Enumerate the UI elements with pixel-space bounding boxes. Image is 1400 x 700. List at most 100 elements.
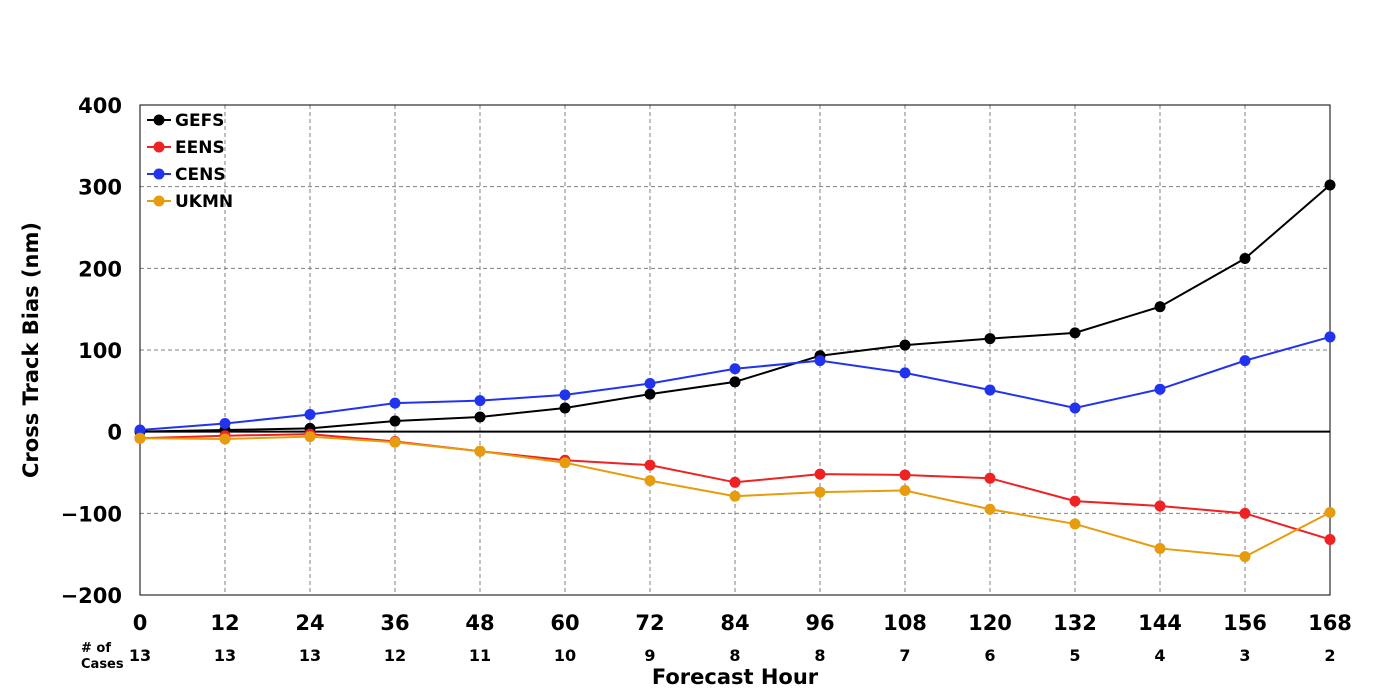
data-point-gefs xyxy=(1324,179,1336,191)
data-point-ukmn xyxy=(1069,518,1081,530)
data-point-cens xyxy=(389,397,401,409)
data-point-eens xyxy=(1154,500,1166,512)
y-tick-label: −100 xyxy=(61,502,122,526)
case-count-label: 12 xyxy=(384,646,406,665)
legend-label: GEFS xyxy=(175,111,224,131)
x-tick-label: 120 xyxy=(968,611,1012,635)
y-tick-label: 400 xyxy=(78,94,122,118)
data-point-eens xyxy=(814,468,826,480)
x-tick-label: 24 xyxy=(295,611,324,635)
data-point-ukmn xyxy=(389,436,401,448)
data-point-ukmn xyxy=(899,484,911,496)
plot-frame xyxy=(139,104,1331,596)
legend-item-ukmn: UKMN xyxy=(147,192,233,212)
data-point-cens xyxy=(1069,402,1081,414)
data-point-cens xyxy=(814,355,826,367)
legend-item-gefs: GEFS xyxy=(147,111,224,131)
legend-swatch-marker xyxy=(153,195,165,207)
data-point-eens xyxy=(984,472,996,484)
legend-label: CENS xyxy=(175,165,226,185)
data-point-cens xyxy=(219,418,231,429)
y-tick-label: 100 xyxy=(78,339,122,363)
data-point-ukmn xyxy=(984,503,996,515)
case-count-label: 8 xyxy=(729,646,740,665)
case-count-label: 5 xyxy=(1069,646,1080,665)
data-point-cens xyxy=(559,389,571,401)
data-point-gefs xyxy=(899,339,911,351)
data-point-gefs xyxy=(984,333,996,345)
data-point-cens xyxy=(474,395,486,407)
x-tick-label: 144 xyxy=(1138,611,1182,635)
y-axis-ticks: −200 −100 0 100 200 300 400 xyxy=(61,94,122,608)
data-point-cens xyxy=(984,384,996,396)
x-tick-label: 72 xyxy=(635,611,664,635)
data-point-eens xyxy=(899,469,911,481)
data-point-cens xyxy=(644,377,656,389)
x-tick-label: 132 xyxy=(1053,611,1097,635)
data-point-cens xyxy=(729,363,741,375)
data-point-cens xyxy=(1324,331,1336,343)
case-count-label: 10 xyxy=(554,646,576,665)
legend-label: EENS xyxy=(175,138,225,158)
case-count-label: 7 xyxy=(899,646,910,665)
x-tick-label: 48 xyxy=(465,611,494,635)
x-tick-label: 108 xyxy=(883,611,927,635)
x-tick-label: 156 xyxy=(1223,611,1267,635)
data-point-cens xyxy=(304,409,316,421)
data-point-ukmn xyxy=(1154,542,1166,554)
x-tick-label: 36 xyxy=(380,611,409,635)
data-point-cens xyxy=(1154,383,1166,395)
data-point-gefs xyxy=(644,388,656,400)
y-tick-label: 200 xyxy=(78,257,122,281)
case-count-label: 13 xyxy=(129,646,151,665)
x-tick-label: 0 xyxy=(133,611,148,635)
data-point-eens xyxy=(644,459,656,471)
case-count-label: 13 xyxy=(214,646,236,665)
data-point-gefs xyxy=(1069,327,1081,339)
data-point-gefs xyxy=(474,411,486,423)
case-count-label: 11 xyxy=(469,646,491,665)
data-point-ukmn xyxy=(644,475,656,487)
x-tick-label: 96 xyxy=(805,611,834,635)
data-point-cens xyxy=(134,424,146,436)
case-count-label: 8 xyxy=(814,646,825,665)
data-point-ukmn xyxy=(134,432,146,444)
data-point-ukmn xyxy=(474,445,486,457)
y-tick-label: 0 xyxy=(107,421,122,445)
data-point-gefs xyxy=(729,376,741,388)
data-point-ukmn xyxy=(729,490,741,502)
data-point-gefs xyxy=(559,402,571,414)
case-count-label: 9 xyxy=(644,646,655,665)
x-axis-title: Forecast Hour xyxy=(652,665,819,689)
data-point-ukmn xyxy=(219,433,231,445)
y-tick-label: −200 xyxy=(61,584,122,608)
legend: GEFS EENS CENS UKMN xyxy=(147,111,233,212)
data-point-gefs xyxy=(389,415,401,427)
legend-swatch-marker xyxy=(153,141,165,153)
data-point-ukmn xyxy=(304,431,316,443)
series-cens xyxy=(134,331,1336,436)
legend-swatch-marker xyxy=(153,114,165,126)
case-count-label: 13 xyxy=(299,646,321,665)
cases-title-line2: Cases xyxy=(81,657,124,672)
grid xyxy=(140,105,1330,595)
x-axis-ticks: 0 12 24 36 48 60 72 84 96 108 120 132 144 156 168 xyxy=(133,611,1352,635)
case-count-label: 4 xyxy=(1154,646,1165,665)
series-ukmn xyxy=(134,431,1336,563)
data-point-eens xyxy=(1069,495,1081,507)
data-point-cens xyxy=(899,367,911,379)
x-tick-label: 168 xyxy=(1308,611,1352,635)
legend-item-cens: CENS xyxy=(147,165,226,185)
y-axis-title: Cross Track Bias (nm) xyxy=(19,222,43,478)
data-point-eens xyxy=(1239,507,1251,519)
data-point-eens xyxy=(729,476,741,488)
case-count-label: 2 xyxy=(1324,646,1335,665)
case-count-labels: 13 13 13 12 11 10 9 8 8 7 6 5 4 3 2 xyxy=(129,646,1336,665)
data-point-ukmn xyxy=(559,457,571,469)
y-tick-label: 300 xyxy=(78,176,122,200)
data-point-ukmn xyxy=(1324,507,1336,519)
series-layer xyxy=(134,179,1336,563)
case-count-label: 3 xyxy=(1239,646,1250,665)
data-point-gefs xyxy=(1154,301,1166,313)
